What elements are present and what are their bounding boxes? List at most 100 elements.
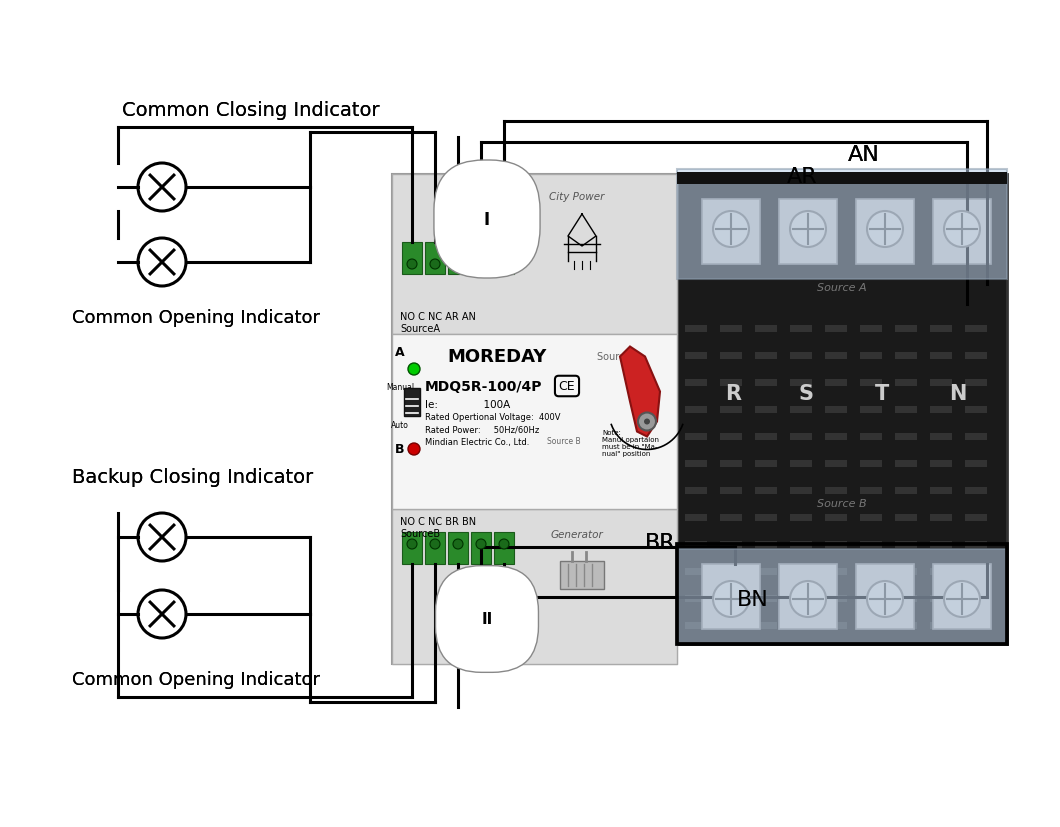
Bar [402, 533, 422, 564]
Bar [965, 461, 987, 467]
Text: Common Opening Indicator: Common Opening Indicator [72, 308, 320, 327]
Bar [790, 380, 812, 386]
Bar [425, 533, 445, 564]
Bar [790, 326, 812, 332]
Bar [685, 622, 707, 629]
Text: A: A [395, 346, 405, 359]
Circle shape [944, 581, 981, 617]
Text: N: N [949, 383, 966, 403]
Text: Common Opening Indicator: Common Opening Indicator [72, 670, 320, 688]
Circle shape [407, 260, 417, 270]
Bar [425, 242, 445, 275]
Circle shape [476, 260, 485, 270]
Circle shape [713, 581, 749, 617]
Bar [825, 487, 847, 495]
Text: SourceA: SourceA [400, 323, 440, 333]
Bar [755, 433, 777, 441]
Text: City Power: City Power [549, 192, 604, 202]
Text: Common Closing Indicator: Common Closing Indicator [122, 100, 379, 119]
Text: AR: AR [787, 167, 817, 187]
Bar [720, 407, 742, 414]
Bar [825, 433, 847, 441]
Bar [404, 389, 420, 417]
Bar [392, 509, 677, 664]
Circle shape [644, 419, 650, 425]
Bar [779, 564, 837, 629]
Circle shape [944, 212, 981, 248]
Bar [471, 242, 491, 275]
Bar [825, 380, 847, 386]
Circle shape [430, 539, 440, 549]
Bar [895, 542, 917, 548]
Bar [895, 352, 917, 360]
Circle shape [430, 260, 440, 270]
Text: Rated Power:     50Hz/60Hz: Rated Power: 50Hz/60Hz [425, 425, 540, 434]
Bar [702, 200, 760, 265]
Bar [965, 568, 987, 576]
Circle shape [407, 539, 417, 549]
Bar [720, 380, 742, 386]
Bar [860, 461, 882, 467]
Bar [930, 622, 952, 629]
Circle shape [499, 539, 509, 549]
Bar [392, 174, 677, 335]
Bar [755, 595, 777, 602]
Bar [677, 544, 1007, 644]
Bar [825, 352, 847, 360]
Text: II: II [481, 612, 493, 627]
Text: AN: AN [848, 145, 880, 165]
Bar [930, 380, 952, 386]
Bar [755, 380, 777, 386]
Text: Common Opening Indicator: Common Opening Indicator [72, 670, 320, 688]
Circle shape [408, 443, 420, 456]
Bar [930, 352, 952, 360]
Bar [720, 622, 742, 629]
Text: Rated Opertional Voltage:  400V: Rated Opertional Voltage: 400V [425, 413, 561, 422]
Bar [560, 562, 604, 590]
Bar [965, 595, 987, 602]
Bar [930, 433, 952, 441]
Text: S: S [798, 383, 813, 403]
Bar [720, 487, 742, 495]
Bar [933, 564, 991, 629]
Bar [790, 542, 812, 548]
Text: AN: AN [848, 145, 880, 165]
Text: Ie:              100A: Ie: 100A [425, 399, 510, 409]
Bar [677, 173, 1007, 184]
Bar [685, 407, 707, 414]
Circle shape [867, 581, 903, 617]
Bar [402, 242, 422, 275]
Bar [930, 461, 952, 467]
Bar [895, 514, 917, 521]
Bar [392, 335, 677, 509]
Bar [720, 461, 742, 467]
Text: R: R [725, 383, 741, 403]
Bar [685, 380, 707, 386]
Circle shape [453, 260, 463, 270]
Bar [685, 433, 707, 441]
Text: Source B: Source B [547, 437, 581, 446]
Text: SourceB: SourceB [400, 528, 440, 538]
Bar [720, 326, 742, 332]
Bar [965, 487, 987, 495]
Text: Backup Closing Indicator: Backup Closing Indicator [72, 468, 314, 487]
Text: NO C NC BR BN: NO C NC BR BN [400, 516, 476, 526]
Circle shape [499, 260, 509, 270]
Text: Mindian Electric Co., Ltd.: Mindian Electric Co., Ltd. [425, 437, 529, 446]
Bar [860, 487, 882, 495]
Bar [860, 568, 882, 576]
Bar [895, 568, 917, 576]
Bar [790, 407, 812, 414]
Bar [860, 380, 882, 386]
Bar [685, 542, 707, 548]
Bar [825, 542, 847, 548]
Bar [825, 595, 847, 602]
Text: Auto: Auto [391, 420, 409, 429]
Bar [790, 352, 812, 360]
Bar [965, 542, 987, 548]
Bar [790, 461, 812, 467]
Text: Source A: Source A [817, 283, 867, 293]
Bar [677, 549, 1007, 644]
Bar [930, 326, 952, 332]
Text: BN: BN [737, 590, 768, 609]
